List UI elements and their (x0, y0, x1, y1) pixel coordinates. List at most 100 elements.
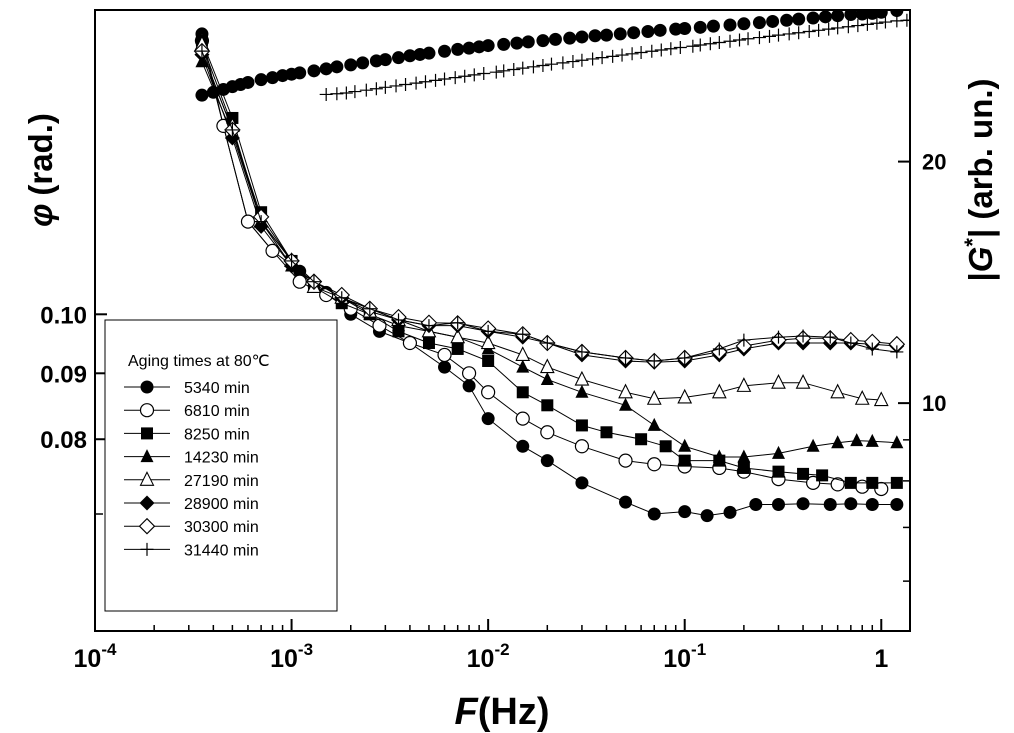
data-point (677, 388, 693, 404)
y-right-tick-label: 10 (922, 391, 946, 416)
legend-items: 5340 min 6810 min 8250 min 14230 min 27190 m… (124, 380, 259, 559)
legend-label: 14230 min (184, 450, 259, 467)
modulus-point (693, 20, 707, 34)
modulus-point (712, 35, 726, 49)
modulus-point (870, 16, 884, 30)
modulus-point (418, 75, 432, 89)
y-left-axis-title: φ (rad.) (22, 113, 59, 227)
data-point (481, 324, 495, 338)
modulus-point (307, 64, 321, 78)
data-point (575, 419, 588, 432)
modulus-point (462, 41, 476, 55)
modulus-point (477, 67, 491, 81)
modulus-point (266, 71, 280, 85)
modulus-point (458, 69, 472, 83)
x-tick-label: 1 (874, 645, 888, 673)
modulus-point (548, 32, 562, 46)
modulus-point (319, 62, 333, 76)
data-point (796, 329, 810, 343)
modulus-point (741, 32, 755, 46)
modulus-point (544, 57, 558, 71)
modulus-point (467, 68, 481, 82)
modulus-point (599, 28, 613, 42)
modulus-point (556, 56, 570, 70)
phase-series-31440-min (195, 44, 904, 368)
data-point (854, 390, 870, 405)
modulus-point (723, 18, 737, 32)
modulus-point (792, 26, 806, 40)
modulus-point (378, 80, 392, 94)
data-point (480, 334, 496, 350)
modulus-point (359, 83, 373, 97)
x-tick-label-exponent: -3 (298, 640, 313, 659)
modulus-point (575, 53, 589, 67)
data-point (806, 438, 820, 452)
legend-label: 31440 min (184, 542, 259, 559)
legend-marker (139, 471, 155, 486)
modulus-point (356, 56, 370, 70)
y-right-axis-title-bar: | (962, 272, 999, 281)
data-point (422, 337, 435, 350)
data-point (890, 435, 904, 449)
data-point (240, 214, 256, 229)
modulus-point (878, 15, 892, 29)
modulus-point (653, 23, 667, 37)
modulus-point (195, 88, 209, 102)
data-point (823, 497, 837, 511)
data-point (540, 372, 554, 386)
data-point (635, 433, 648, 446)
legend-marker (140, 542, 154, 556)
y-right-axis-title-superscript: * (960, 238, 985, 247)
data-point (830, 383, 846, 399)
data-point (539, 358, 555, 374)
data-point (771, 373, 786, 389)
x-tick-label: 10-2 (467, 640, 510, 673)
data-point (873, 391, 889, 407)
modulus-point (369, 82, 383, 96)
legend-label: 27190 min (184, 473, 259, 490)
modulus-point (409, 76, 423, 90)
modulus-point (536, 34, 550, 48)
data-point (816, 469, 829, 482)
modulus-point (429, 73, 443, 87)
modulus-point (422, 46, 436, 60)
modulus-point (481, 39, 495, 53)
modulus-point (615, 48, 629, 62)
data-point (482, 354, 495, 367)
data-point (516, 359, 530, 373)
data-point (402, 335, 418, 351)
legend-box (104, 319, 338, 612)
modulus-point (900, 13, 910, 27)
legend-label: 30300 min (184, 519, 259, 536)
data-point (890, 345, 904, 359)
legend-title: Aging times at 80℃ (128, 353, 270, 370)
y-left-axis-title-symbol: φ (22, 204, 59, 227)
data-point (749, 497, 763, 511)
data-point (646, 390, 662, 405)
modulus-point (563, 31, 577, 45)
modulus-point (792, 12, 806, 26)
legend-marker (138, 517, 156, 535)
data-point (712, 449, 726, 463)
data-point (865, 342, 879, 356)
data-point (678, 454, 691, 467)
legend-label: 8250 min (184, 426, 250, 443)
data-point (890, 497, 904, 511)
x-axis-title-unit: (Hz) (478, 691, 550, 733)
legend-item: 14230 min (124, 449, 259, 467)
data-point (771, 330, 785, 344)
modulus-point (595, 51, 609, 65)
modulus-point (389, 79, 403, 93)
data-point (723, 505, 737, 519)
data-point (516, 327, 530, 341)
y-right-axis-title-symbol: G (962, 247, 999, 273)
modulus-point (497, 37, 511, 51)
data-point (437, 347, 452, 363)
x-axis-title-symbol: F (455, 691, 480, 733)
data-point (516, 386, 529, 399)
data-point (600, 426, 613, 439)
data-point (830, 477, 845, 492)
modulus-point (763, 29, 776, 43)
modulus-point (403, 49, 417, 63)
